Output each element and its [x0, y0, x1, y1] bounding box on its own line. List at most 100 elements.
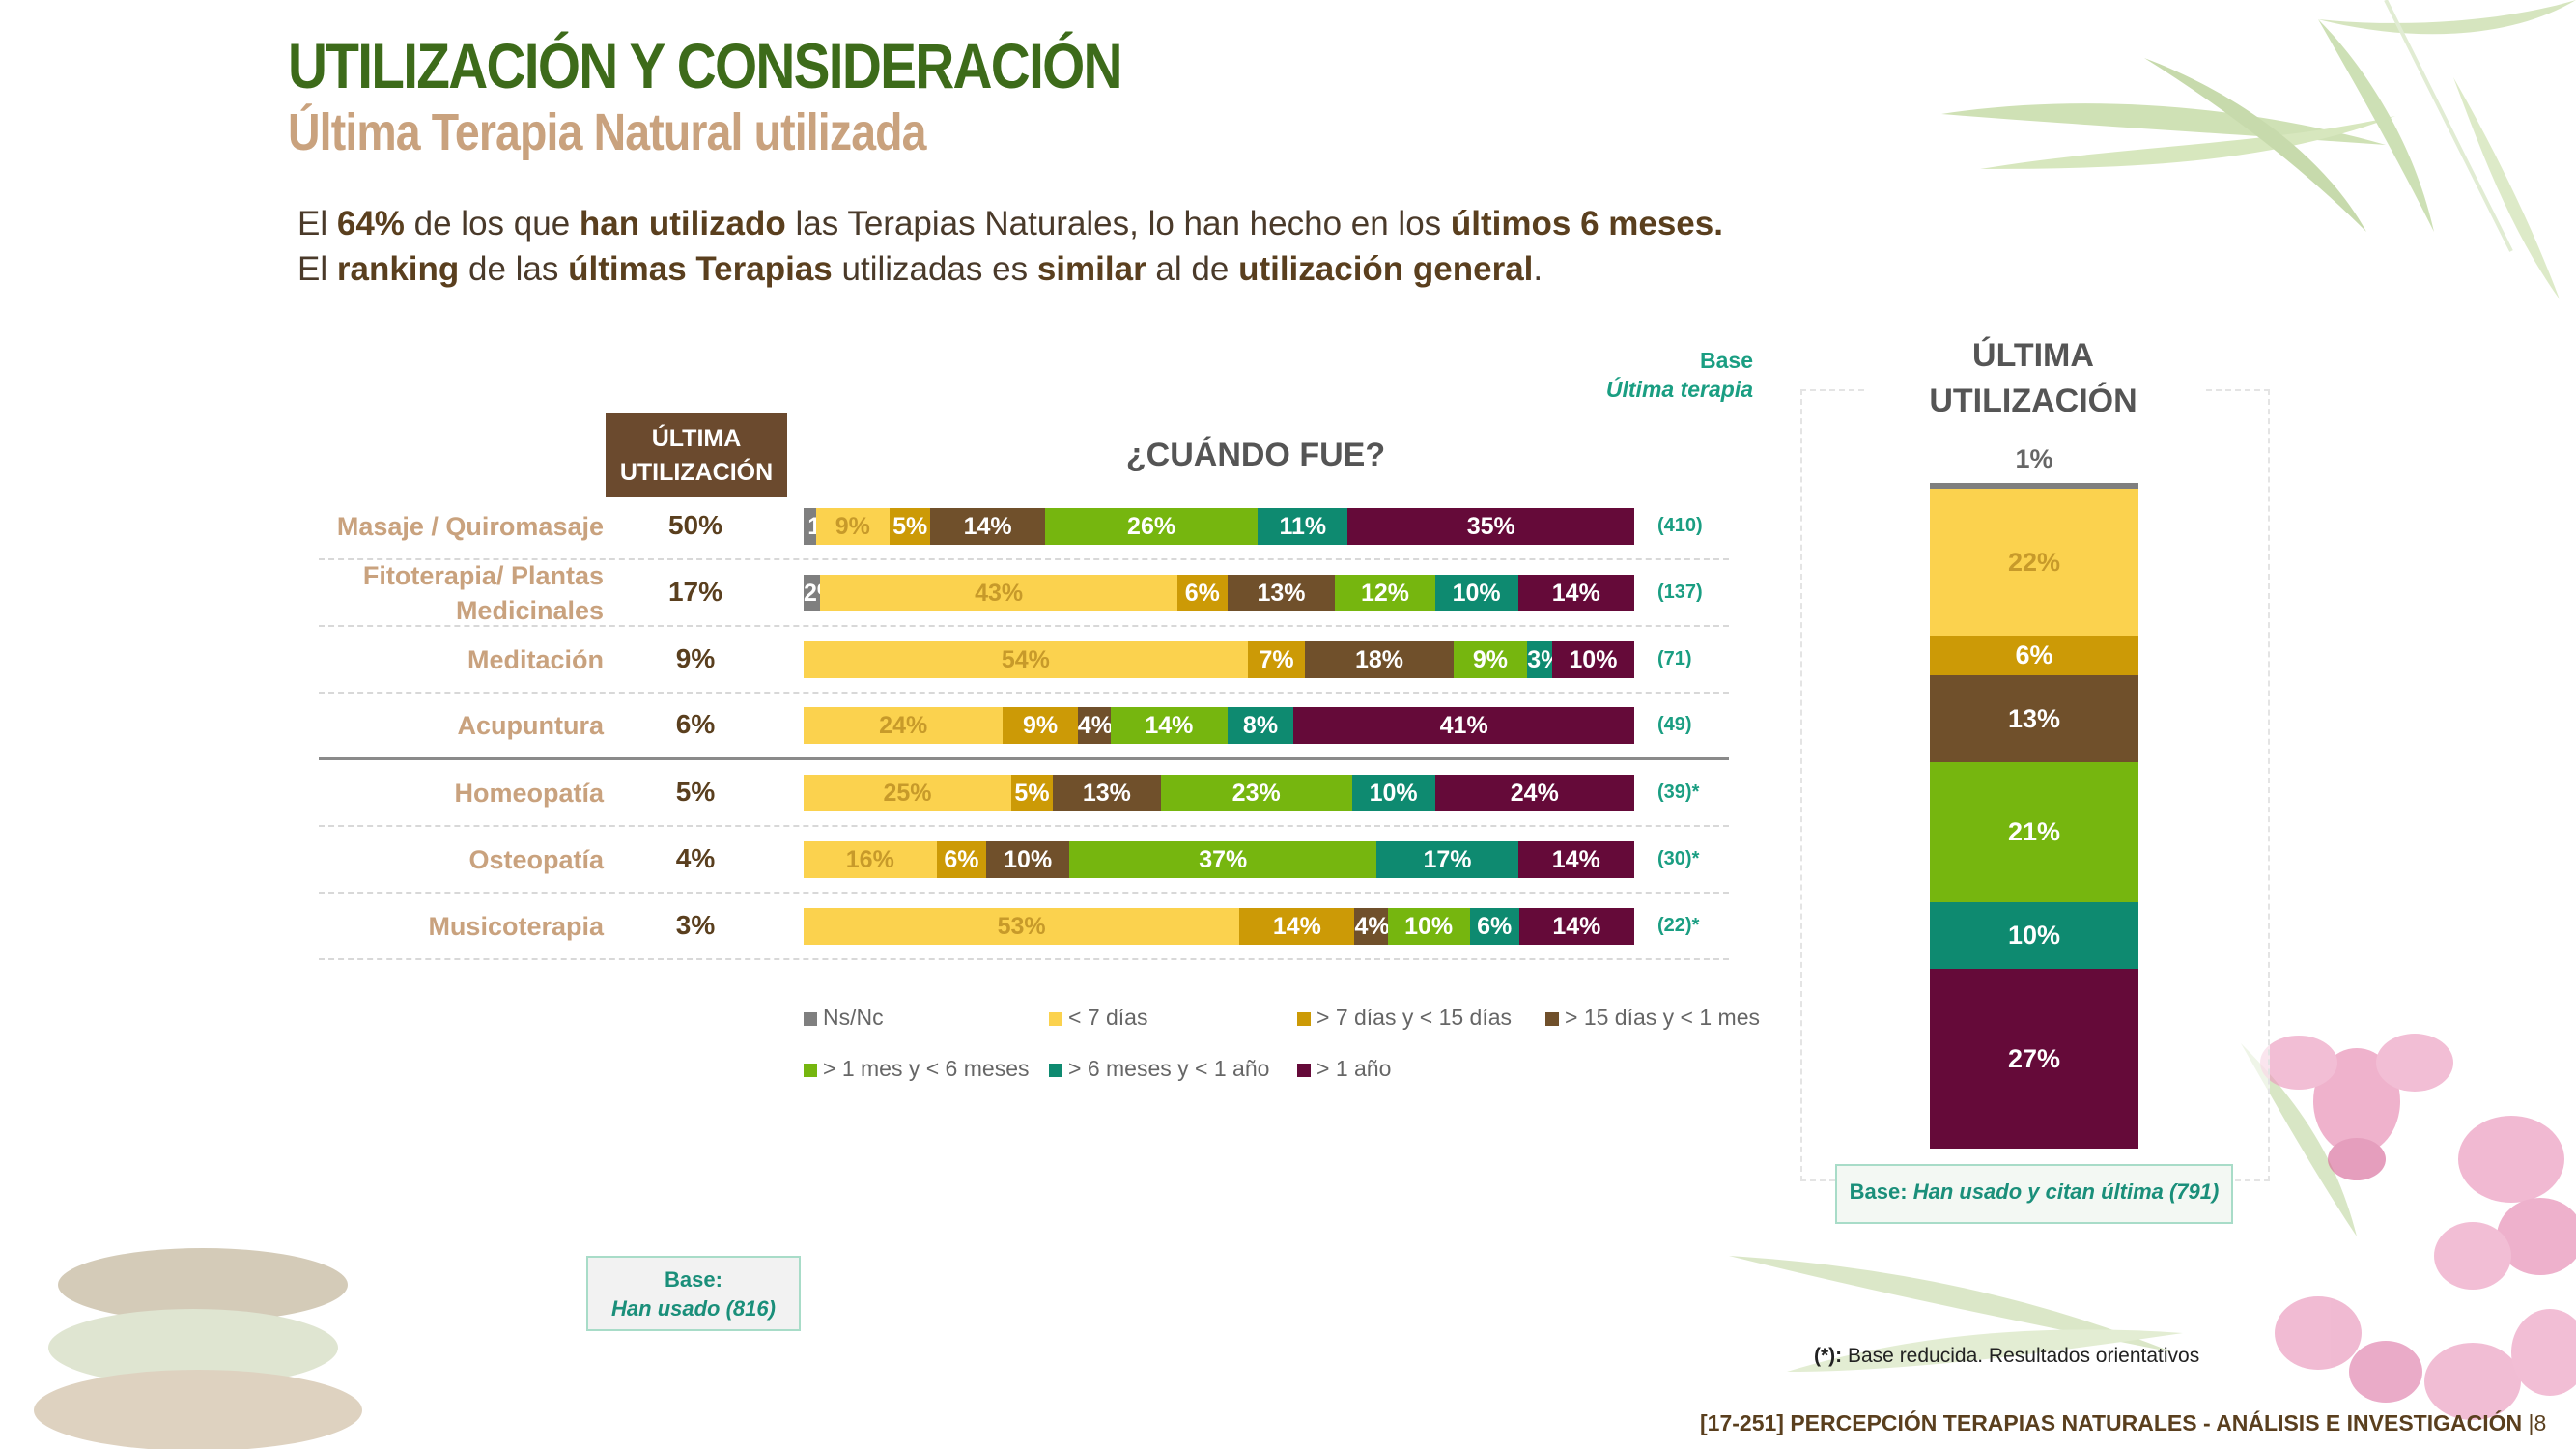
legend-item: < 7 días: [1049, 1005, 1147, 1031]
legend-item: > 15 días y < 1 mes: [1545, 1005, 1760, 1031]
stacked-bar: 24% 9% 4% 14% 8% 41%: [804, 707, 1634, 745]
bar-segment: 13%: [1053, 775, 1161, 812]
intro-line-2: El ranking de las últimas Terapias utili…: [297, 250, 1543, 289]
bar-segment: 53%: [804, 907, 1240, 945]
vertical-bar-segment: 6%: [1930, 636, 2138, 676]
legend-swatch: [1297, 1011, 1311, 1026]
row-label-line: Osteopatía: [468, 845, 604, 874]
intro-line-2-run: últimas Terapias: [568, 250, 833, 288]
row-separator: [319, 825, 1729, 828]
footnote: (*): Base reducida. Resultados orientati…: [1814, 1345, 2199, 1368]
intro-line-2-run: ranking: [336, 250, 460, 288]
row-label: Musicoterapia: [314, 909, 604, 944]
row-separator: [319, 691, 1729, 694]
legend-label: < 7 días: [1068, 1005, 1148, 1030]
intro-line-1-run: de los que: [404, 205, 580, 242]
row-label: Acupuntura: [314, 708, 605, 743]
bar-segment: 9%: [1003, 707, 1078, 745]
footer: [17-251] PERCEPCIÓN TERAPIAS NATURALES -…: [1700, 1410, 2546, 1436]
bar-segment: 10%: [1387, 907, 1470, 945]
row-base-value: (39)*: [1657, 781, 1700, 804]
bar-segment: 6%: [1469, 907, 1519, 945]
row-label-line: Musicoterapia: [428, 911, 604, 941]
intro-line-1-run: han utilizado: [579, 205, 786, 242]
bar-segment: 43%: [820, 574, 1177, 611]
bar-segment: 37%: [1069, 841, 1377, 878]
base-header-label: Base: [1700, 348, 1753, 373]
ultima-utilizacion-column-header: ÚLTIMA UTILIZACIÓN: [606, 413, 787, 497]
stacked-bar: 54% 7% 18% 9% 3% 10%: [804, 640, 1634, 678]
legend-item: > 7 días y < 15 días: [1297, 1005, 1512, 1031]
bar-segment: 24%: [1434, 775, 1634, 812]
legend-swatch: [804, 1011, 817, 1026]
footnote-marker: (*):: [1814, 1345, 1843, 1367]
bar-segment: 9%: [815, 508, 890, 545]
intro-line-1: El 64% de los que han utilizado las Tera…: [297, 205, 1723, 243]
vertical-bar-segment: 22%: [1930, 489, 2138, 636]
legend-swatch: [1049, 1063, 1062, 1077]
legend-label: > 7 días y < 15 días: [1316, 1005, 1513, 1030]
bar-segment: 13%: [1227, 574, 1336, 611]
row-ultima-value: 17%: [667, 576, 723, 607]
intro-line-2-run: .: [1533, 250, 1543, 288]
bar-segment: 4%: [1354, 907, 1390, 945]
bar-segment: 7%: [1247, 640, 1306, 678]
row-label-line: Masaje / Quiromasaje: [336, 512, 604, 541]
bar-segment: 14%: [1517, 574, 1634, 611]
bar-segment: 10%: [1351, 775, 1435, 812]
row-label: Meditación: [314, 642, 604, 677]
legend-label: > 6 meses y < 1 año: [1068, 1056, 1270, 1081]
bar-segment: 41%: [1293, 707, 1634, 745]
row-ultima-value: 4%: [675, 843, 716, 873]
row-base-value: (137): [1657, 581, 1703, 603]
row-ultima-value: 5%: [675, 777, 716, 808]
row-separator: [319, 757, 1729, 761]
intro-line-2-run: al de: [1146, 250, 1239, 288]
row-label-line: Meditación: [467, 644, 604, 674]
zen-stones: [34, 1248, 362, 1449]
bar-segment: 14%: [930, 508, 1045, 545]
base-header-sub: Última terapia: [1605, 377, 1753, 402]
footnote-text: Base reducida. Resultados orientativos: [1842, 1345, 2200, 1367]
ultima-utilizacion-stacked-bar: 22% 6% 13% 21% 10% 27% 1%: [1930, 444, 2138, 1150]
row-ultima-value: 6%: [675, 709, 716, 740]
stacked-bar: 2%43%6%13%12%10%14%: [804, 574, 1634, 611]
bar-segment: 5%: [889, 508, 931, 545]
column-header-line-1: ÚLTIMA: [651, 425, 742, 452]
row-separator: [319, 957, 1729, 960]
row-base-value: (49): [1657, 714, 1692, 736]
base-box-right-value: Han usado y citan última (791): [1912, 1179, 2220, 1204]
bar-segment: 14%: [1517, 841, 1634, 878]
bar-segment: 18%: [1305, 640, 1454, 678]
row-ultima-value: 50%: [667, 510, 723, 540]
legend-label: > 15 días y < 1 mes: [1565, 1005, 1761, 1030]
bar-segment: 2%: [804, 574, 838, 611]
bar-segment: 6%: [1177, 574, 1228, 611]
row-label-line: Medicinales: [455, 595, 604, 625]
bar-segment: 17%: [1376, 841, 1518, 878]
legend-swatch: [1297, 1063, 1311, 1077]
base-box-right: Base: Han usado y citan última (791): [1835, 1164, 2233, 1224]
row-base-value: (22)*: [1657, 914, 1700, 936]
bar-segment: 26%: [1044, 508, 1259, 545]
row-base-value: (410): [1657, 515, 1703, 536]
vertical-bar-segment: 27%: [1930, 969, 2138, 1150]
bamboo-leaves-top-right: [1941, 0, 2576, 299]
bamboo-leaves-bottom-right: [1729, 1043, 2357, 1372]
legend-swatch: [1049, 1011, 1062, 1026]
panel-title-line-1: ÚLTIMA: [1972, 337, 2094, 374]
intro-line-1-run: las Terapias Naturales, lo han hecho en …: [785, 205, 1451, 242]
base-box-value: Han usado (816): [611, 1296, 776, 1321]
row-label: Osteopatía: [314, 842, 604, 877]
intro-line-2-run: El: [297, 250, 337, 288]
bar-segment: 54%: [804, 640, 1248, 678]
intro-line-1-run: 64%: [336, 205, 405, 242]
legend-item: > 6 meses y < 1 año: [1049, 1056, 1269, 1082]
bar-segment: 3%: [1527, 640, 1562, 678]
chart-question-title: ¿CUÁNDO FUE?: [1125, 437, 1386, 473]
bar-segment: 6%: [936, 841, 987, 878]
row-label-line: Acupuntura: [457, 711, 605, 741]
bar-segment: 23%: [1160, 775, 1352, 812]
intro-line-2-run: de las: [459, 250, 569, 288]
